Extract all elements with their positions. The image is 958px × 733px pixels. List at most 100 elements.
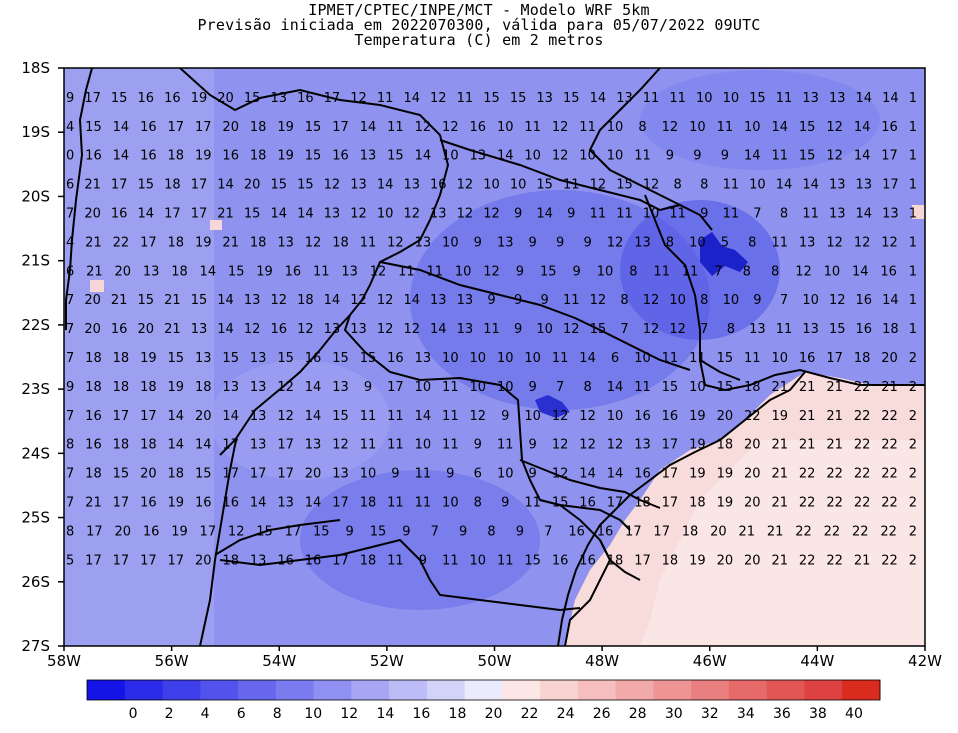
grid-value: 20 (84, 293, 101, 308)
grid-value: 12 (881, 235, 898, 250)
grid-value: 15 (111, 91, 128, 106)
grid-value: 12 (552, 120, 569, 135)
grid-value: 22 (854, 467, 871, 482)
grid-value: 17 (625, 524, 642, 539)
grid-value: 4 (66, 235, 74, 250)
colorbar-segment (200, 680, 239, 700)
grid-value: 14 (590, 91, 607, 106)
grid-value: 17 (332, 553, 349, 568)
grid-value: 10 (634, 351, 651, 366)
grid-value: 11 (689, 351, 706, 366)
grid-value: 17 (277, 438, 294, 453)
grid-value: 10 (669, 293, 686, 308)
grid-value: 12 (662, 120, 679, 135)
variable-subtitle: Temperatura (C) em 2 metros (354, 31, 604, 49)
grid-value: 12 (643, 293, 660, 308)
longitude-label: 54W (262, 652, 296, 670)
grid-value: 14 (852, 264, 869, 279)
grid-value: 14 (802, 178, 819, 193)
grid-value: 15 (332, 409, 349, 424)
grid-value: 14 (607, 380, 624, 395)
grid-value: 21 (799, 380, 816, 395)
grid-value: 7 (66, 496, 74, 511)
grid-value: 13 (403, 178, 420, 193)
grid-value: 15 (360, 351, 377, 366)
grid-value: 13 (270, 91, 287, 106)
grid-value: 21 (164, 322, 181, 337)
grid-value: 14 (222, 409, 239, 424)
grid-value: 14 (497, 149, 514, 164)
grid-value: 16 (470, 120, 487, 135)
grid-value: 11 (377, 91, 394, 106)
grid-value: 17 (113, 553, 130, 568)
grid-value: 14 (113, 120, 130, 135)
colorbar-label: 14 (376, 706, 394, 722)
grid-value: 13 (856, 178, 873, 193)
grid-value: 22 (854, 409, 871, 424)
grid-value: 9 (572, 264, 580, 279)
grid-value: 7 (66, 409, 74, 424)
grid-value: 12 (403, 207, 420, 222)
grid-value: 18 (744, 380, 761, 395)
colorbar-segment (238, 680, 277, 700)
grid-value: 12 (228, 524, 245, 539)
grid-value: 15 (222, 351, 239, 366)
grid-value: 13 (332, 380, 349, 395)
grid-value: 10 (442, 235, 459, 250)
grid-value: 11 (524, 120, 541, 135)
colorbar-segment (426, 680, 466, 700)
grid-value: 14 (403, 91, 420, 106)
grid-value: 21 (771, 553, 788, 568)
boundaries (65, 68, 925, 646)
grid-value: 10 (607, 149, 624, 164)
grid-value: 21 (85, 235, 102, 250)
grid-value: 15 (662, 380, 679, 395)
grid-value: 13 (222, 380, 239, 395)
grid-value: 21 (799, 409, 816, 424)
grid-value: 13 (415, 235, 432, 250)
grid-value: 11 (387, 120, 404, 135)
colorbar-label: 10 (304, 706, 322, 722)
colorbar-label: 36 (773, 706, 791, 722)
grid-value: 10 (607, 409, 624, 424)
grid-value: 2 (909, 380, 917, 395)
grid-value: 14 (305, 409, 322, 424)
grid-value: 19 (191, 91, 208, 106)
grid-value: 21 (217, 207, 234, 222)
grid-value: 8 (638, 120, 646, 135)
grid-value: 21 (222, 235, 239, 250)
grid-value: 14 (168, 409, 185, 424)
grid-value: 10 (470, 380, 487, 395)
grid-value: 18 (854, 351, 871, 366)
grid-value: 11 (662, 351, 679, 366)
grid-value: 12 (607, 438, 624, 453)
grid-value: 11 (442, 380, 459, 395)
grid-value: 17 (191, 207, 208, 222)
grid-value: 21 (826, 438, 843, 453)
grid-value: 10 (696, 91, 713, 106)
grid-value: 9 (459, 524, 467, 539)
grid-value: 16 (164, 91, 181, 106)
grid-value: 12 (579, 438, 596, 453)
field-patch (90, 280, 104, 292)
grid-value: 11 (771, 149, 788, 164)
grid-value: 10 (723, 293, 740, 308)
grid-value: 5 (721, 235, 729, 250)
grid-value: 13 (536, 91, 553, 106)
grid-value: 16 (143, 524, 160, 539)
longitude-label: 58W (47, 652, 81, 670)
grid-value: 12 (826, 149, 843, 164)
latitude-label: 19S (21, 123, 50, 141)
grid-value: 12 (350, 293, 367, 308)
colorbar-segment (124, 680, 164, 700)
colorbar-label: 18 (449, 706, 467, 722)
grid-value: 17 (332, 120, 349, 135)
grid-value: 13 (749, 322, 766, 337)
grid-value: 12 (270, 293, 287, 308)
grid-value: 1 (909, 120, 917, 135)
grid-value: 10 (749, 178, 766, 193)
latitude-label: 18S (21, 59, 50, 77)
grid-value: 10 (497, 467, 514, 482)
grid-value: 19 (689, 553, 706, 568)
grid-value: 21 (826, 380, 843, 395)
